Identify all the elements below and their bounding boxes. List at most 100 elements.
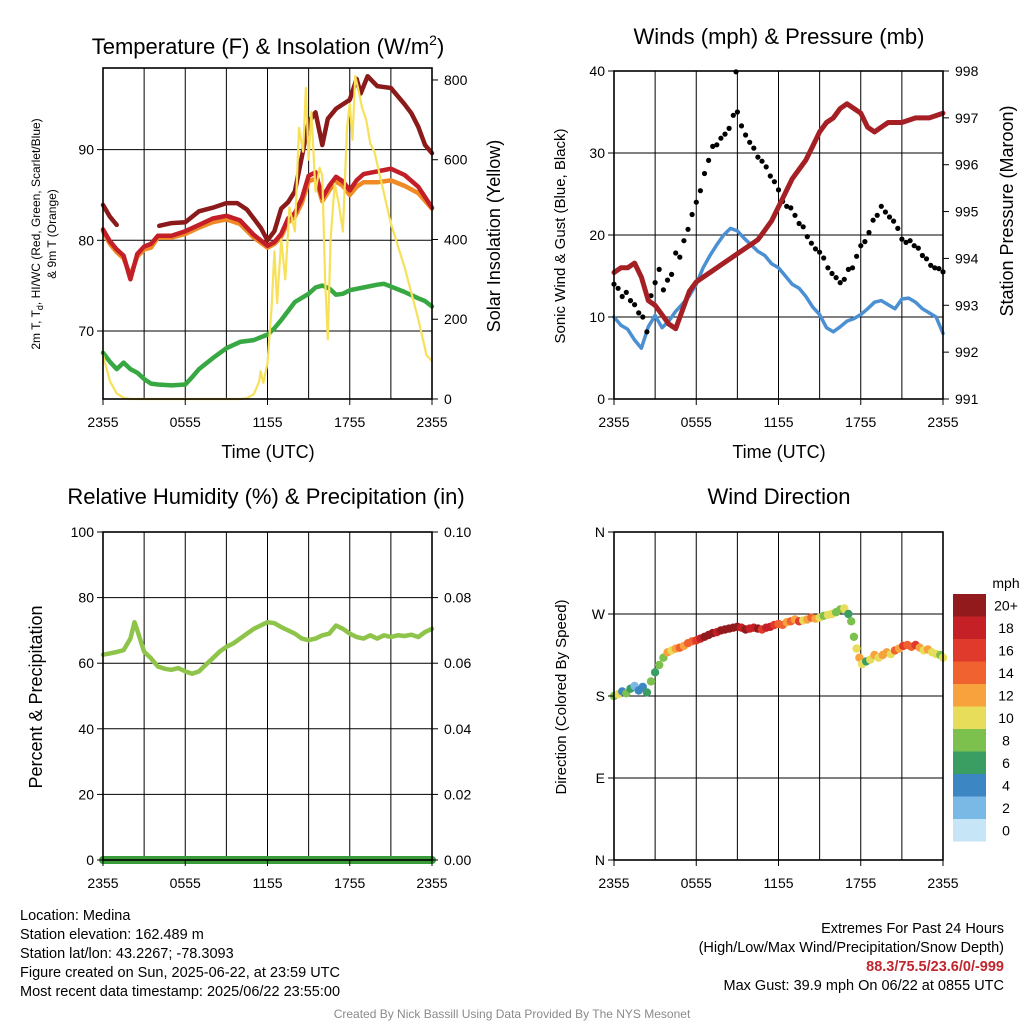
temperature-xlabel: Time (UTC) xyxy=(221,442,314,462)
colorbar-title: mph xyxy=(992,575,1019,591)
colorbar-label: 4 xyxy=(1002,777,1010,793)
extremes-values: 88.3/75.5/23.6/0/-999 xyxy=(866,959,1004,975)
humidity-title: Relative Humidity (%) & Precipitation (i… xyxy=(67,484,464,509)
gust-point xyxy=(858,243,864,249)
tick-label-right: 996 xyxy=(955,157,979,173)
temperature-series-4 xyxy=(101,74,434,401)
tick-label-left: 100 xyxy=(71,524,95,540)
tick-label-x: 1755 xyxy=(334,875,365,891)
max-gust: Max Gust: 39.9 mph On 06/22 at 0855 UTC xyxy=(723,978,1004,994)
temperature-ylabel-left-2: & 9m T (Orange) xyxy=(45,189,59,279)
temperature-ylabel-right: Solar Insolation (Yellow) xyxy=(484,140,504,332)
tick-label-right: 995 xyxy=(955,204,979,220)
info-location: Location: Medina xyxy=(20,908,131,924)
direction-point xyxy=(849,632,859,641)
tick-label-right: 992 xyxy=(955,344,979,360)
tick-label-right: 991 xyxy=(955,391,979,407)
tick-label-x: 2355 xyxy=(87,414,118,430)
tick-label-right: 0.00 xyxy=(444,852,471,868)
colorbar-label: 14 xyxy=(998,665,1014,681)
colorbar-swatch xyxy=(953,729,986,752)
tick-label-right: 0 xyxy=(444,391,452,407)
gust-point xyxy=(697,188,704,194)
tick-label-right: 200 xyxy=(444,311,468,327)
gust-point xyxy=(693,199,699,205)
gust-point xyxy=(677,254,683,260)
tick-label-left: 40 xyxy=(589,63,605,79)
colorbar-swatch xyxy=(953,616,986,639)
tick-label-left: W xyxy=(592,606,606,622)
tick-label-x: 1755 xyxy=(845,875,876,891)
gust-point xyxy=(644,329,650,335)
colorbar-swatch xyxy=(953,706,986,729)
gust-point xyxy=(689,211,695,218)
direction-point xyxy=(844,609,853,619)
tick-label-left: 20 xyxy=(589,227,605,243)
gust-point xyxy=(632,302,638,308)
gust-point xyxy=(812,246,819,252)
tick-label-right: 993 xyxy=(955,297,979,313)
panel-humidity: Relative Humidity (%) & Precipitation (i… xyxy=(26,484,471,891)
gust-point xyxy=(784,203,790,209)
colorbar-label: 8 xyxy=(1002,732,1010,748)
colorbar-label: 2 xyxy=(1002,800,1010,816)
gust-point xyxy=(775,187,782,193)
tick-label-x: 2355 xyxy=(416,875,447,891)
gust-point xyxy=(870,217,876,223)
colorbar-swatch xyxy=(953,774,986,797)
gust-point xyxy=(743,132,749,138)
tick-label-right: 997 xyxy=(955,110,979,126)
credit-line: Created By Nick Bassill Using Data Provi… xyxy=(333,1007,691,1021)
gust-point xyxy=(878,203,884,209)
gust-point xyxy=(656,266,662,272)
gust-point xyxy=(751,145,757,151)
tick-label-x: 2355 xyxy=(927,875,958,891)
tick-label-left: N xyxy=(595,524,605,540)
direction-point xyxy=(646,677,656,686)
gust-point xyxy=(849,265,856,271)
tick-label-left: 60 xyxy=(78,655,94,671)
colorbar-label: 6 xyxy=(1002,755,1010,771)
gust-point xyxy=(862,239,868,245)
tick-label-left: 30 xyxy=(589,145,605,161)
gust-point xyxy=(895,225,901,231)
direction-point xyxy=(655,660,664,670)
tick-label-x: 0555 xyxy=(170,875,201,891)
gust-point xyxy=(734,109,741,115)
colorbar-label: 0 xyxy=(1002,822,1010,838)
direction-point xyxy=(852,644,861,653)
gust-point xyxy=(759,158,765,164)
colorbar-swatch xyxy=(953,661,986,684)
plot-frame xyxy=(102,67,433,400)
tick-label-right: 800 xyxy=(444,72,468,88)
gust-point xyxy=(800,224,806,230)
tick-label-x: 2355 xyxy=(87,875,118,891)
gust-point xyxy=(817,249,823,255)
colorbar: 20+ 18 16 14 12 10 8 6 4 2 0 xyxy=(953,594,1018,842)
gust-point xyxy=(738,123,745,129)
panel-winds: Winds (mph) & Pressure (mb) 0 10 20 30 40 991… xyxy=(552,24,1017,462)
winds-title: Winds (mph) & Pressure (mb) xyxy=(634,24,925,49)
gust-point xyxy=(792,212,798,218)
gust-point xyxy=(891,218,897,224)
gust-point xyxy=(899,236,905,242)
temperature-ylabel-left: 2m T, Td, HI/WC (Red, Green, Scarlet/Blu… xyxy=(29,118,45,349)
gust-point xyxy=(932,265,938,271)
tick-label-left: S xyxy=(596,688,605,704)
gust-point xyxy=(936,266,942,272)
tick-label-x: 2355 xyxy=(416,414,447,430)
station-info: Location: Medina Station elevation: 162.… xyxy=(20,907,340,1002)
tick-label-left: 0 xyxy=(597,391,605,407)
tick-label-x: 1755 xyxy=(845,414,876,430)
info-timestamp: Most recent data timestamp: 2025/06/22 2… xyxy=(20,984,341,1000)
tick-label-left: 20 xyxy=(78,786,94,802)
winds-series-2 xyxy=(611,101,946,332)
gust-point xyxy=(874,212,880,218)
gust-point xyxy=(829,270,835,277)
tick-label-right: 0.06 xyxy=(444,655,471,671)
gust-point xyxy=(833,275,839,281)
colorbar-swatch xyxy=(953,684,986,707)
gust-point xyxy=(660,287,667,293)
tick-label-x: 0555 xyxy=(681,414,712,430)
